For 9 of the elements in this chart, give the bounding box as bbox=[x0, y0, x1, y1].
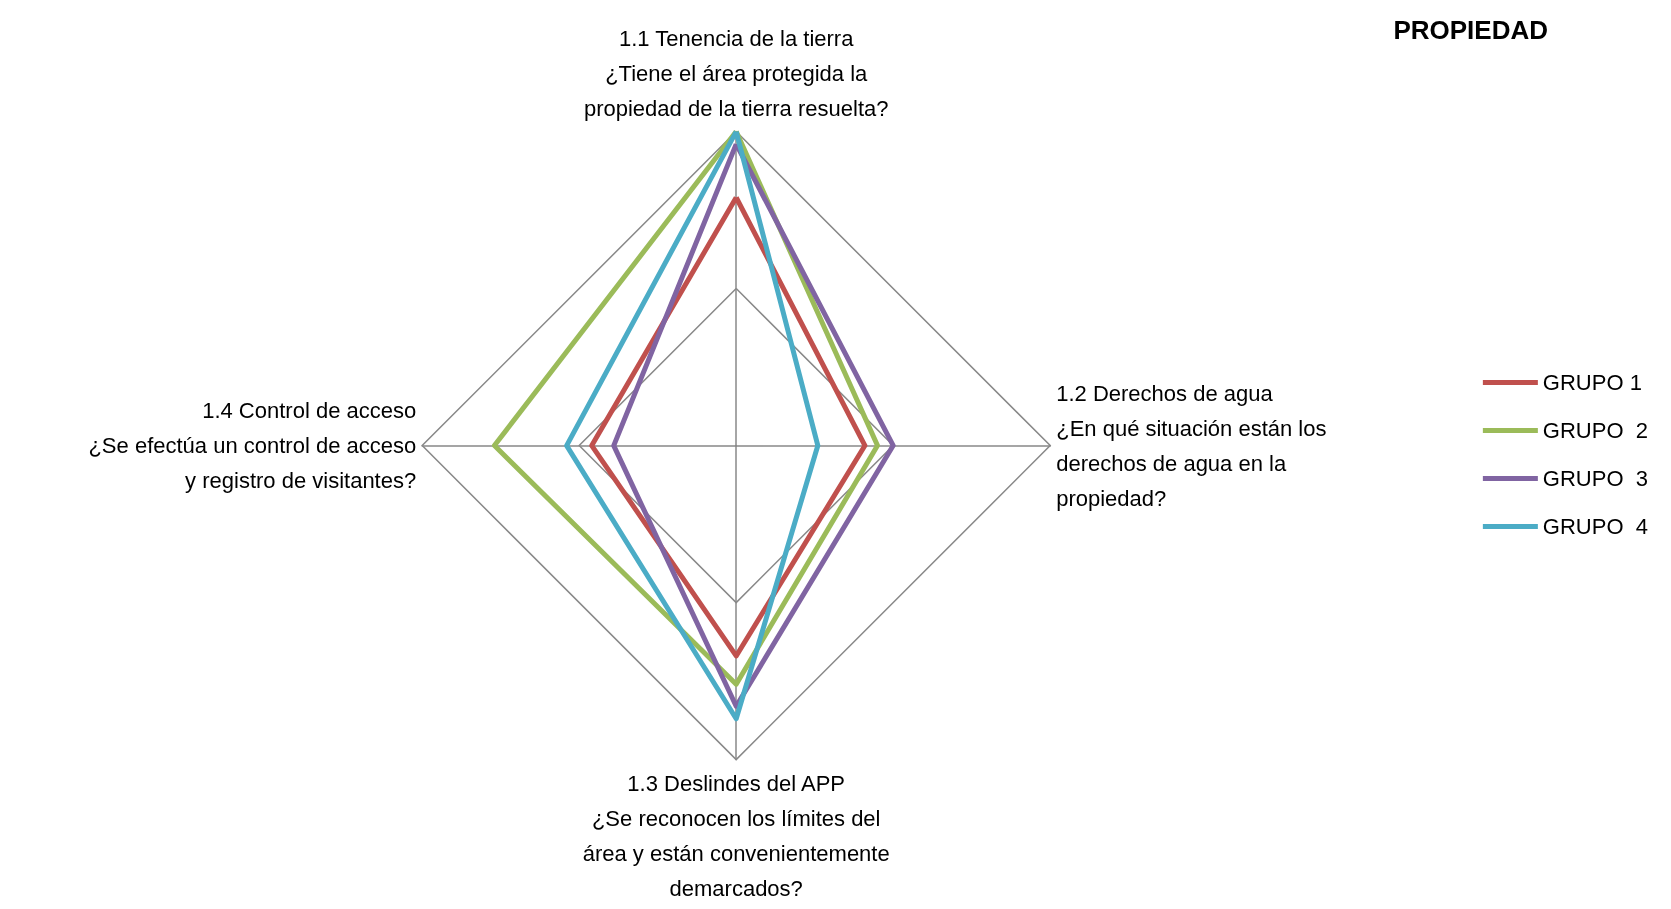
spoke-label: 1.1 Tenencia de la tierra ¿Tiene el área protegida la propiedad de la tierra resuelta? bbox=[583, 25, 889, 121]
legend-label: GRUPO 2 bbox=[1542, 418, 1649, 443]
legend-label: GRUPO 1 bbox=[1542, 370, 1642, 395]
legend-label: GRUPO 3 bbox=[1542, 466, 1649, 491]
chart-title: PROPIEDAD bbox=[1393, 15, 1548, 45]
spoke-label: 1.4 Control de acceso ¿Se efectúa un control de acceso y registro de visitantes? bbox=[88, 398, 417, 494]
legend-label: GRUPO 4 bbox=[1542, 514, 1649, 539]
spoke-label: 1.3 Deslindes del APP ¿Se reconocen los límites del área y están convenientemente demarcados? bbox=[582, 770, 890, 901]
spoke-label: 1.2 Derechos de agua ¿En qué situación están los derechos de agua en la propiedad? bbox=[1056, 380, 1327, 511]
